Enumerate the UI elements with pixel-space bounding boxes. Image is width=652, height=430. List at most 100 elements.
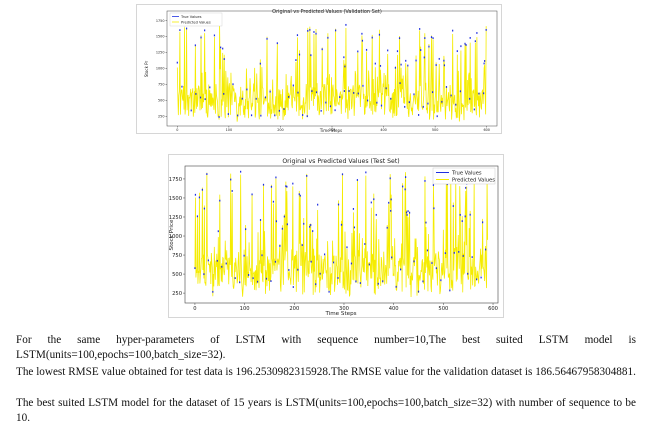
- true-value-point: [179, 29, 181, 31]
- test-chart-svg: Original vs Predicted Values (Test Set) …: [169, 158, 499, 317]
- true-value-point: [276, 42, 278, 45]
- true-value-point: [484, 60, 486, 62]
- true-value-point: [319, 272, 321, 275]
- true-value-point: [423, 56, 425, 59]
- true-value-point: [222, 47, 224, 50]
- true-value-point: [176, 61, 178, 64]
- x-tick-label: 300: [329, 128, 335, 132]
- true-value-point: [348, 90, 350, 92]
- true-value-point: [270, 280, 272, 282]
- true-value-point: [462, 255, 464, 257]
- true-value-point: [324, 253, 326, 256]
- true-value-point: [288, 269, 290, 271]
- true-value-point: [422, 105, 424, 108]
- true-value-point: [343, 90, 345, 92]
- true-value-point: [371, 36, 373, 39]
- true-value-point: [230, 178, 232, 181]
- true-value-point: [382, 280, 384, 283]
- true-value-point: [413, 260, 415, 263]
- true-value-point: [419, 28, 421, 30]
- predicted-values-line: [194, 172, 488, 297]
- true-value-point: [478, 92, 480, 95]
- true-value-point: [433, 207, 435, 210]
- true-value-point: [452, 29, 454, 32]
- x-tick-label: 600: [488, 306, 498, 312]
- true-value-point: [399, 82, 401, 85]
- true-value-point: [464, 42, 466, 45]
- true-value-point: [364, 243, 366, 245]
- y-axis-label: Stock Pr: [144, 60, 149, 77]
- true-value-point: [217, 230, 219, 233]
- y-tick-label: 250: [158, 115, 164, 119]
- true-value-point: [247, 274, 250, 276]
- true-value-point: [465, 44, 467, 46]
- x-axis-label: Time Steps: [324, 311, 356, 317]
- true-value-point: [288, 96, 290, 98]
- true-value-point: [239, 281, 241, 284]
- true-value-point: [395, 285, 397, 288]
- true-value-point: [353, 226, 356, 229]
- x-tick-label: 0: [193, 306, 196, 312]
- true-value-point: [458, 250, 460, 253]
- true-value-point: [450, 94, 452, 97]
- x-tick-label: 400: [380, 128, 386, 132]
- true-value-point: [404, 105, 406, 108]
- axes: 0 100 200 300 400 500 600 250 500 750 1000 1250 1500…: [156, 19, 490, 132]
- true-value-point: [482, 92, 485, 95]
- true-value-point: [375, 213, 377, 216]
- x-axis-label: Time Steps: [319, 128, 342, 133]
- true-value-point: [385, 87, 387, 90]
- true-value-point: [204, 29, 206, 32]
- true-value-point: [221, 265, 223, 268]
- true-value-point: [427, 102, 429, 105]
- true-value-point: [321, 48, 323, 51]
- true-value-point: [310, 54, 312, 57]
- true-value-point: [417, 290, 420, 293]
- x-tick-label: 300: [339, 306, 349, 312]
- true-value-point: [234, 277, 236, 280]
- true-value-point: [306, 115, 308, 118]
- true-value-point: [400, 63, 402, 66]
- true-value-point: [469, 213, 471, 216]
- true-value-point: [216, 259, 218, 262]
- true-value-point: [325, 101, 327, 104]
- true-value-point: [413, 93, 415, 96]
- true-value-point: [240, 170, 242, 173]
- y-tick-label: 500: [172, 272, 182, 278]
- true-value-point: [315, 283, 317, 286]
- true-value-point: [337, 203, 340, 206]
- true-value-point: [391, 256, 393, 259]
- true-value-point: [432, 37, 434, 40]
- chart-title: Original vs Predicted Values (Test Set): [282, 158, 399, 165]
- true-value-point: [223, 58, 225, 60]
- true-value-point: [471, 256, 473, 258]
- true-value-point: [298, 193, 300, 196]
- true-value-point: [185, 27, 188, 30]
- true-value-point: [461, 220, 463, 222]
- true-value-point: [265, 277, 268, 280]
- true-value-point: [362, 84, 364, 87]
- true-value-point: [332, 261, 335, 264]
- true-value-point: [365, 48, 368, 51]
- true-value-point: [201, 188, 203, 191]
- true-value-point: [445, 86, 448, 88]
- legend: True Values Predicted Values: [169, 12, 223, 27]
- true-value-point: [207, 259, 209, 262]
- true-value-point: [200, 36, 202, 39]
- true-value-point: [246, 88, 248, 91]
- y-tick-label: 1000: [156, 67, 165, 71]
- true-value-point: [404, 176, 407, 179]
- true-value-point: [181, 85, 183, 88]
- true-value-point: [259, 62, 261, 65]
- x-tick-label: 600: [483, 128, 489, 132]
- true-value-point: [469, 97, 471, 100]
- true-value-point: [376, 101, 378, 104]
- true-value-point: [225, 262, 227, 265]
- true-value-point: [359, 282, 361, 284]
- true-value-point: [482, 221, 484, 224]
- true-value-point: [428, 45, 430, 48]
- y-tick-label: 250: [172, 291, 182, 297]
- true-value-point: [335, 29, 337, 32]
- true-value-point: [337, 277, 339, 279]
- true-value-point: [387, 49, 389, 52]
